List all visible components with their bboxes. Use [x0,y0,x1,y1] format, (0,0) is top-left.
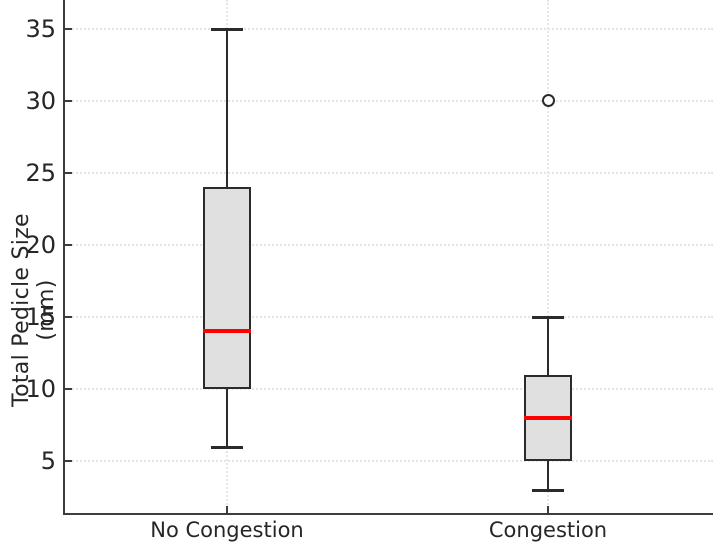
y-tick-mark [65,388,72,391]
y-tick-label: 25 [25,158,56,187]
y-axis-spine [63,0,65,515]
gridline-horizontal [65,99,713,102]
y-tick-mark [65,99,72,102]
x-tick-mark [226,506,228,513]
y-tick-label: 20 [25,230,56,259]
median-line [203,329,251,334]
gridline-horizontal [65,27,713,30]
y-tick-label: 10 [25,375,56,404]
y-tick-label: 30 [25,86,56,115]
outlier-marker [541,94,555,108]
lower-whisker-line [547,461,549,490]
lower-whisker-cap [532,488,564,492]
x-axis-spine [63,513,713,515]
y-tick-mark [65,460,72,463]
median-line [524,415,572,420]
y-tick-mark [65,316,72,319]
gridline-horizontal [65,460,713,463]
gridline-horizontal [65,243,713,246]
gridline-horizontal [65,388,713,391]
gridline-vertical [547,0,549,513]
y-tick-label: 35 [25,14,56,43]
gridline-horizontal [65,171,713,174]
upper-whisker-cap [211,27,243,31]
x-category-label: No Congestion [150,518,304,542]
y-tick-mark [65,27,72,30]
x-category-label: Congestion [488,518,608,542]
lower-whisker-line [226,389,228,447]
upper-whisker-line [547,317,549,375]
y-tick-label: 15 [25,303,56,332]
y-tick-label: 5 [40,447,56,476]
upper-whisker-cap [532,316,564,320]
upper-whisker-line [226,28,228,188]
box-iqr [203,187,251,390]
x-tick-mark [547,506,549,513]
y-tick-mark [65,243,72,246]
lower-whisker-cap [211,445,243,449]
gridline-horizontal [65,316,713,319]
y-tick-mark [65,171,72,174]
